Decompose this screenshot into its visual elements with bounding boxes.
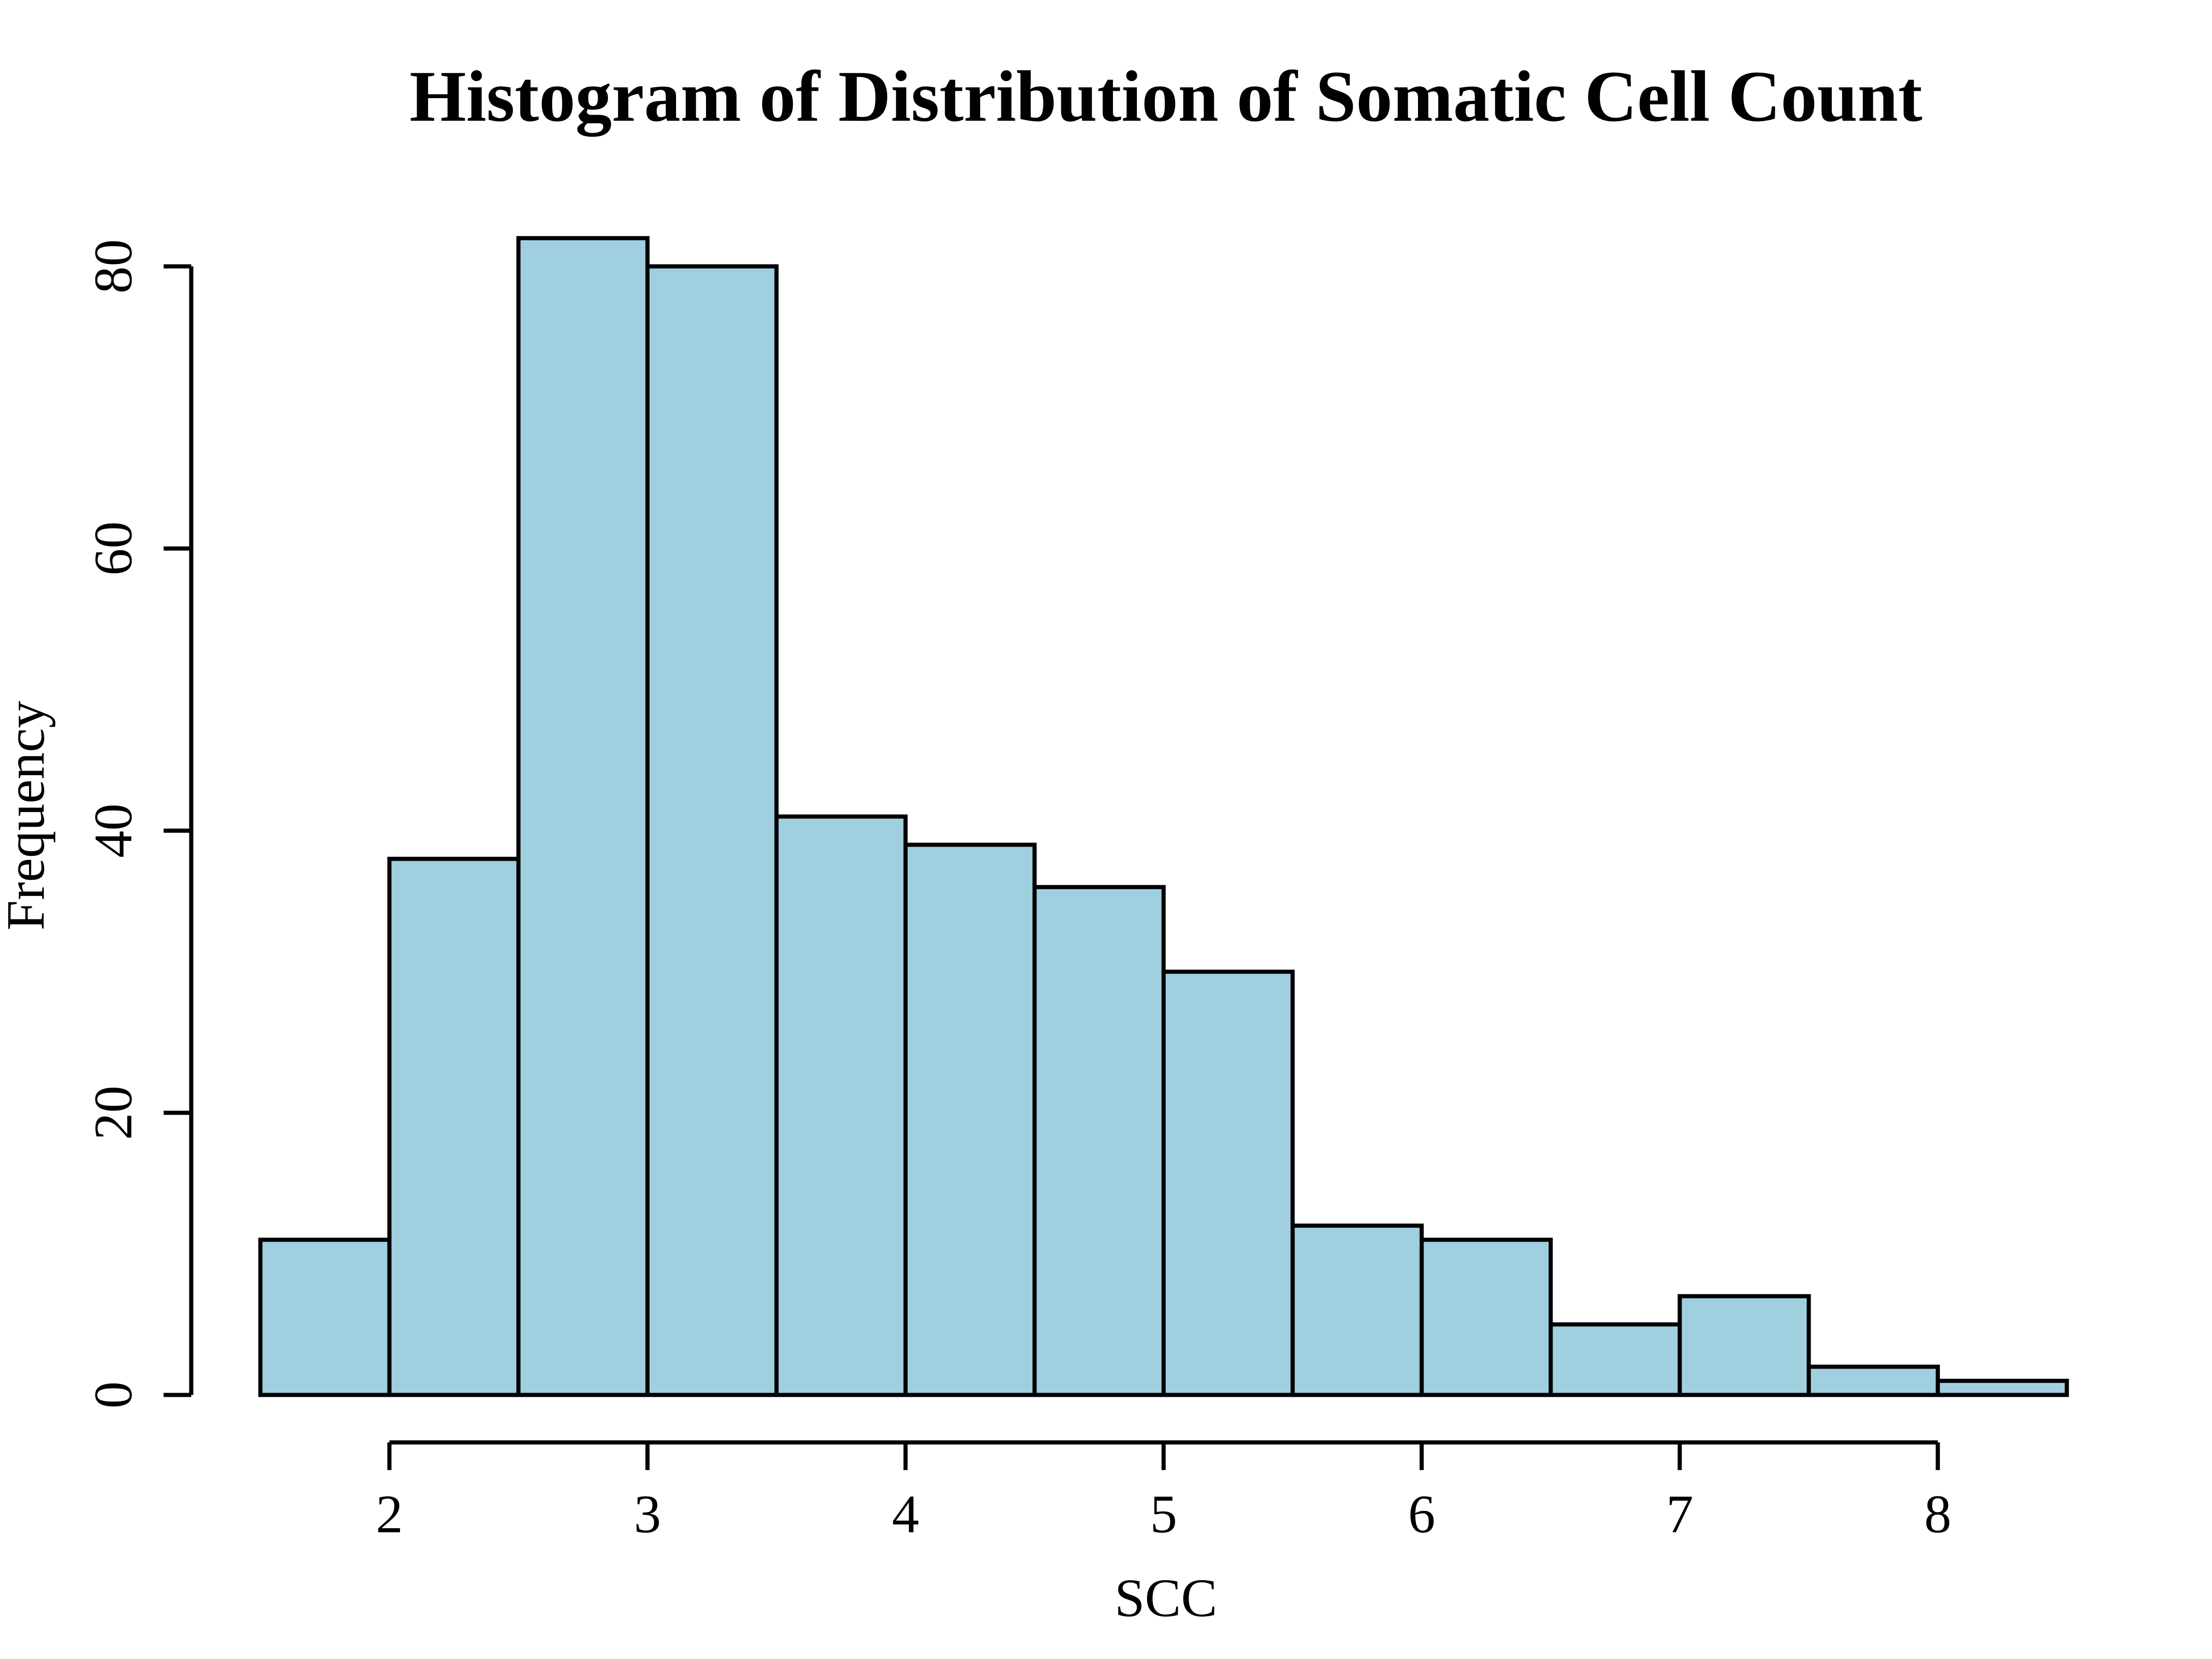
histogram-bar	[516, 236, 650, 1397]
x-tick-label: 4	[892, 1484, 919, 1544]
histogram-bar	[1290, 1224, 1424, 1397]
y-tick-label: 0	[83, 1382, 143, 1409]
histogram-bar	[1548, 1322, 1682, 1397]
histogram-bar	[1936, 1378, 2069, 1397]
histogram-bar	[1419, 1237, 1553, 1397]
histogram-bar	[387, 857, 521, 1397]
x-axis: 2 3 4 5 6 7 8	[376, 1440, 1952, 1544]
y-axis: 0 20 40 60 80	[83, 239, 194, 1409]
y-tick-group: 0 20 40 60 80	[83, 239, 191, 1409]
x-tick-label: 2	[376, 1484, 403, 1544]
histogram-bar	[1032, 885, 1166, 1397]
histogram-bar	[1161, 970, 1295, 1397]
chart-title: Histogram of Distribution of Somatic Cel…	[410, 56, 1923, 137]
histogram-bar	[774, 814, 908, 1397]
x-axis-label: SCC	[1114, 1568, 1217, 1628]
x-tick-label: 8	[1924, 1484, 1952, 1544]
y-tick-label: 40	[83, 804, 143, 858]
histogram-bar	[1677, 1294, 1811, 1397]
y-tick-label: 20	[83, 1086, 143, 1140]
histogram-bar	[903, 842, 1037, 1397]
y-tick-label: 60	[83, 521, 143, 576]
x-tick-label: 5	[1150, 1484, 1177, 1544]
x-tick-label: 6	[1408, 1484, 1435, 1544]
histogram-bar	[645, 264, 779, 1397]
y-tick-label: 80	[83, 239, 143, 294]
y-axis-label: Frequency	[0, 701, 56, 930]
bars-group	[258, 236, 2069, 1397]
x-tick-label: 7	[1666, 1484, 1694, 1544]
histogram-bar	[258, 1237, 392, 1397]
x-tick-group: 2 3 4 5 6 7 8	[376, 1442, 1952, 1544]
histogram-bar	[1806, 1365, 1940, 1397]
x-tick-label: 3	[634, 1484, 661, 1544]
